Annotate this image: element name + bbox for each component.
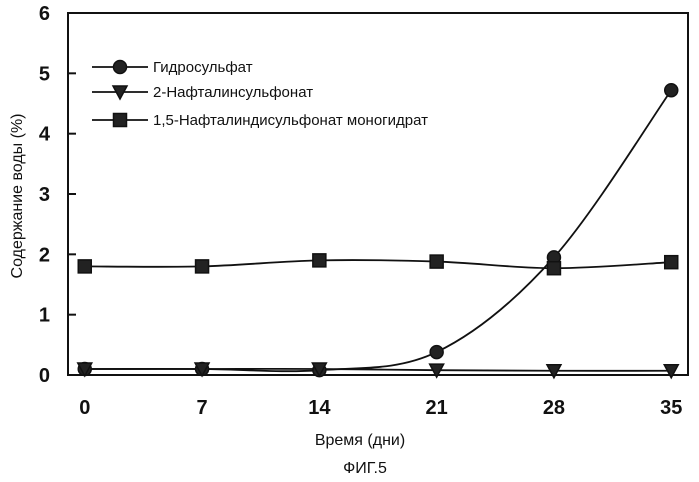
series-lines	[85, 90, 671, 371]
y-tick-label: 5	[39, 63, 50, 85]
data-point-square	[665, 256, 678, 269]
legend-label: Гидросульфат	[153, 59, 253, 76]
y-tick-label: 4	[39, 124, 51, 146]
data-point-square	[78, 260, 91, 273]
legend-marker-square	[114, 114, 127, 127]
x-tick-label: 14	[308, 397, 331, 419]
series-line	[85, 260, 671, 268]
x-tick-label: 0	[79, 397, 90, 419]
y-tick-label: 3	[39, 184, 50, 206]
data-point-circle	[665, 84, 678, 97]
y-tick-label: 0	[39, 365, 50, 387]
y-tick-label: 1	[39, 305, 50, 327]
series-line	[85, 369, 671, 371]
x-tick-label: 7	[196, 397, 207, 419]
y-axis-label: Содержание воды (%)	[9, 114, 26, 279]
y-tick-label: 6	[39, 3, 50, 25]
x-tick-label: 28	[543, 397, 565, 419]
legend: Гидросульфат 2-Нафталинсульфонат 1,5-Нафта…	[92, 59, 428, 129]
x-tick-label: 35	[660, 397, 682, 419]
data-point-square	[547, 262, 560, 275]
data-point-square	[430, 255, 443, 268]
data-point-circle	[430, 346, 443, 359]
y-tick-label: 2	[39, 244, 50, 266]
figure-caption: ФИГ.5	[343, 460, 387, 477]
x-tick-label: 21	[426, 397, 448, 419]
y-axis-ticks: 0 1 2 3 4 5 6	[39, 3, 76, 387]
legend-label: 1,5-Нафталиндисульфонат моногидрат	[153, 112, 428, 129]
series-line	[85, 90, 671, 371]
data-point-square	[313, 254, 326, 267]
data-point-square	[196, 260, 209, 273]
legend-label: 2-Нафталинсульфонат	[153, 84, 313, 101]
legend-marker-circle	[114, 61, 127, 74]
x-axis-label: Время (дни)	[315, 432, 405, 449]
